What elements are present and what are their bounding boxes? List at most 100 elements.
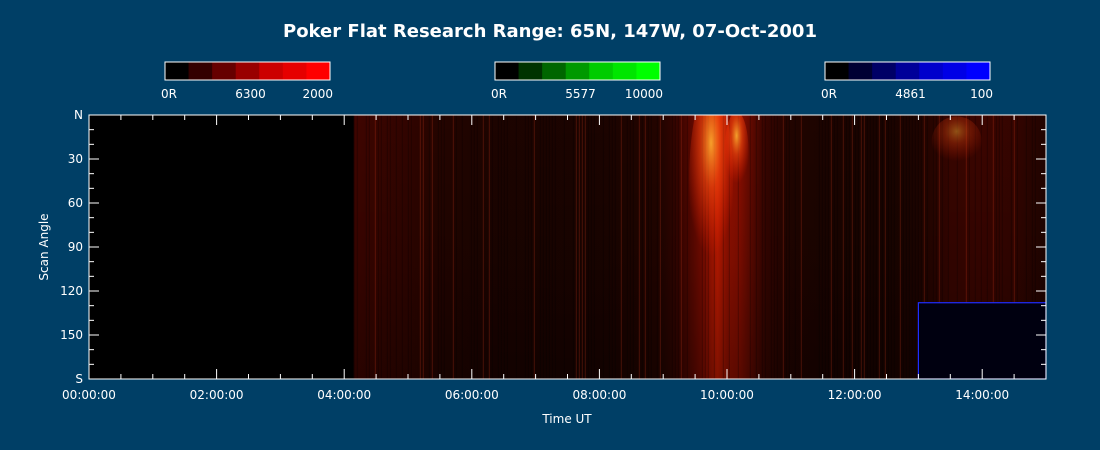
colorbar-swatch (565, 62, 590, 80)
colorbar-swatch (235, 62, 260, 80)
colorbar-frame (824, 61, 991, 81)
streak (833, 115, 835, 379)
streak (524, 115, 526, 379)
streak (776, 115, 778, 379)
streak (428, 115, 430, 379)
streak (851, 115, 853, 379)
streak (608, 115, 610, 379)
colorbar-swatch (872, 62, 897, 80)
streak (422, 115, 424, 379)
streak (755, 115, 757, 379)
streak (587, 115, 589, 379)
x-tick-label: 12:00:00 (828, 388, 882, 402)
streak (659, 115, 661, 379)
streak (497, 115, 499, 379)
streak (1016, 115, 1018, 379)
streak (368, 115, 370, 379)
streak (881, 115, 883, 379)
streak (800, 115, 802, 379)
streak (872, 115, 874, 379)
x-tick-label: 10:00:00 (700, 388, 754, 402)
streak (581, 115, 583, 379)
streak (764, 115, 766, 379)
streak (827, 115, 829, 379)
streak (911, 115, 913, 379)
streak (938, 115, 940, 379)
streak (401, 115, 403, 379)
streak (974, 115, 976, 379)
streak (431, 115, 433, 379)
streak (611, 115, 613, 379)
streak (830, 115, 832, 379)
colorbar-swatch (542, 62, 567, 80)
streak (1025, 115, 1027, 379)
streak (836, 115, 838, 379)
x-axis: 00:00:00 02:00:00 04:00:00 06:00:00 08:00:00… (62, 115, 1047, 402)
streak (590, 115, 592, 379)
colorbar-swatch (212, 62, 237, 80)
streak (926, 115, 928, 379)
streak (503, 115, 505, 379)
streak (386, 115, 388, 379)
streak (530, 115, 532, 379)
streak (419, 115, 421, 379)
streak (854, 115, 856, 379)
colorbar-frame (164, 61, 331, 81)
colorbar-wavelength-label: 6300 (235, 87, 266, 101)
streak (620, 115, 622, 379)
streak (899, 115, 901, 379)
streak (860, 115, 862, 379)
colorbar-swatch (165, 62, 190, 80)
streak (374, 115, 376, 379)
colorbar-swatch (636, 62, 661, 80)
streak (785, 115, 787, 379)
x-tick-label: 08:00:00 (572, 388, 626, 402)
colorbar-swatch (895, 62, 920, 80)
streak (686, 115, 688, 379)
streak (1010, 115, 1012, 379)
streak (893, 115, 895, 379)
y-tick-label: 120 (60, 284, 83, 298)
x-tick-label: 00:00:00 (62, 388, 116, 402)
streak (572, 115, 574, 379)
streak (965, 115, 967, 379)
streak (539, 115, 541, 379)
streak (905, 115, 907, 379)
streak (551, 115, 553, 379)
streak (878, 115, 880, 379)
auroral-arc-secondary (724, 115, 749, 192)
streak (671, 115, 673, 379)
streak (863, 115, 865, 379)
chart-title: Poker Flat Research Range: 65N, 147W, 07… (283, 21, 817, 42)
colorbar-swatch (612, 62, 637, 80)
streak (917, 115, 919, 379)
streak (923, 115, 925, 379)
y-axis-label: Scan Angle (37, 213, 51, 280)
streak (602, 115, 604, 379)
y-axis: N 30 60 90 120 150 S (60, 108, 1046, 386)
streak (920, 115, 922, 379)
colorbar-swatch (589, 62, 614, 80)
streak (650, 115, 652, 379)
streak (998, 115, 1000, 379)
streak (674, 115, 676, 379)
streak (353, 115, 355, 379)
streak (1013, 115, 1015, 379)
streak (638, 115, 640, 379)
colorbar-swatch (919, 62, 944, 80)
streak (884, 115, 886, 379)
auroral-arc-main (689, 115, 734, 276)
streak (488, 115, 490, 379)
streak (1034, 115, 1036, 379)
streak (440, 115, 442, 379)
streak (395, 115, 397, 379)
streak (968, 115, 970, 379)
streak (527, 115, 529, 379)
colorbar-max-label: 2000 (302, 87, 333, 101)
x-tick-label: 14:00:00 (955, 388, 1009, 402)
blue-4861-region (917, 302, 1046, 379)
streak (614, 115, 616, 379)
streak (1031, 115, 1033, 379)
streak (761, 115, 763, 379)
